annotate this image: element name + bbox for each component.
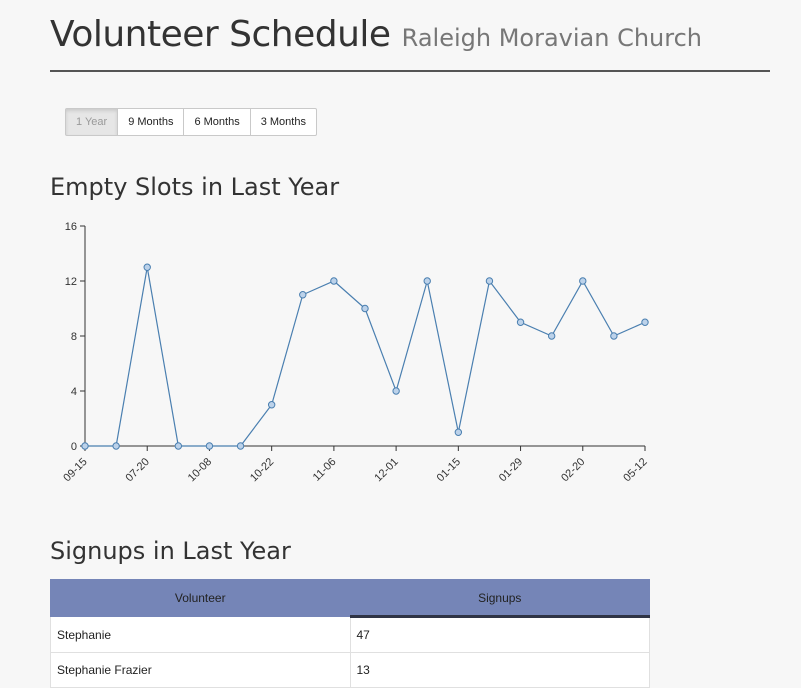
data-point [610,332,618,340]
column-header-signups[interactable]: Signups [349,579,650,618]
series-line [85,267,646,447]
x-tick-label: 05-12 [621,456,649,484]
signups-table: Volunteer Signups Stephanie 47 Stephanie… [50,579,650,688]
range-button-9-months[interactable]: 9 Months [117,108,185,136]
data-point [485,277,494,285]
data-point [516,318,525,326]
x-tick-label: 09-15 [61,456,89,484]
x-tick-label: 12-01 [372,456,400,484]
chart-section-title: Empty Slots in Last Year [50,173,340,201]
data-point [641,318,649,326]
data-point [205,442,214,450]
y-tick-label: 12 [65,276,77,288]
data-point [330,277,338,285]
page-title: Volunteer Schedule [50,14,391,55]
page-header: Volunteer Schedule Raleigh Moravian Chur… [50,14,770,55]
x-tick-label: 10-08 [186,456,214,484]
page-subtitle: Raleigh Moravian Church [401,24,703,52]
data-point [236,442,245,450]
y-tick-label: 4 [71,386,77,398]
y-tick-label: 16 [65,221,77,233]
volunteer-name-cell: Stephanie [50,616,351,653]
empty-slots-chart: 0 4 8 12 16 09-15 07-20 10-08 10-22 11-06 12-01 01-… [61,221,649,484]
x-tick-label: 01-29 [497,456,525,484]
data-point [267,401,276,409]
x-tick-label: 10-22 [248,456,276,484]
data-point [361,304,369,313]
data-point [299,291,307,299]
signups-count-cell: 13 [349,652,650,688]
range-selector: 1 Year 9 Months 6 Months 3 Months [65,108,317,136]
data-point [454,428,463,436]
range-button-1-year[interactable]: 1 Year [65,108,119,136]
x-tick-label: 07-20 [124,456,152,484]
data-point [81,442,89,450]
table-section-title: Signups in Last Year [50,537,291,565]
data-point [174,442,183,450]
range-button-3-months[interactable]: 3 Months [249,108,317,136]
data-point [547,332,556,340]
table-row: Stephanie 47 [50,616,650,653]
signups-count-cell: 47 [349,616,650,653]
data-point [392,387,400,395]
data-point [579,277,587,285]
range-button-6-months[interactable]: 6 Months [183,108,251,136]
x-tick-label: 02-20 [559,456,587,484]
x-tick-label: 01-15 [435,456,463,484]
y-tick-label: 8 [71,331,77,343]
table-header-row: Volunteer Signups [50,579,650,618]
column-header-volunteer[interactable]: Volunteer [50,579,351,617]
header-divider [50,70,770,72]
table-row: Stephanie Frazier 13 [50,652,650,688]
y-tick-label: 0 [71,441,77,453]
volunteer-name-cell: Stephanie Frazier [50,652,351,688]
x-tick-label: 11-06 [311,456,339,484]
data-point [112,442,120,450]
data-point [143,263,151,271]
data-point [423,277,431,285]
